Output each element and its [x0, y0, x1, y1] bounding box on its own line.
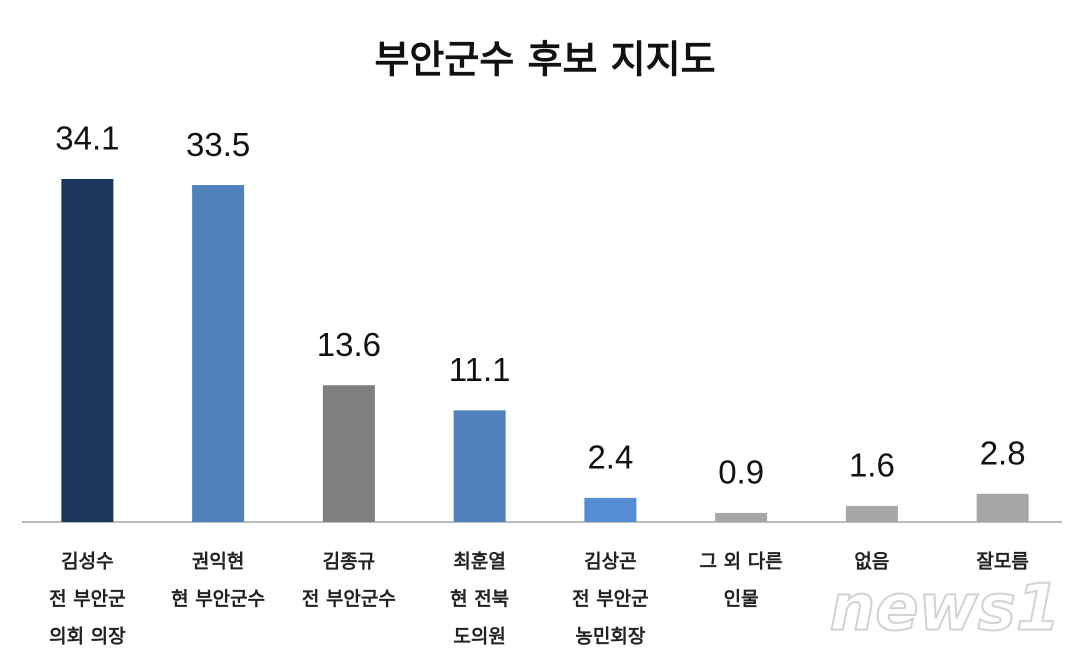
bar — [453, 410, 506, 522]
x-tick-label: 전 부안군 — [49, 588, 126, 610]
value-label: 1.6 — [849, 447, 895, 484]
value-label: 2.4 — [587, 439, 633, 476]
x-tick-label: 김상곤 — [584, 551, 636, 573]
x-tick-label: 현 전북 — [450, 588, 509, 610]
value-label: 11.1 — [449, 351, 511, 388]
x-tick-label: 없음 — [854, 551, 889, 573]
x-tick-label: 김성수 — [61, 551, 113, 573]
chart-title: 부안군수 후보 지지도 — [374, 38, 715, 82]
x-tick-label: 권익현 — [192, 551, 244, 573]
watermark: news1 — [830, 572, 1061, 646]
bar — [61, 179, 114, 522]
x-tick-label: 그 외 다른 — [700, 551, 783, 573]
value-label: 33.5 — [186, 126, 250, 163]
x-tick-label: 잘모름 — [976, 551, 1028, 573]
bar — [715, 512, 768, 522]
value-label: 0.9 — [718, 454, 764, 491]
x-tick-label: 농민회장 — [575, 626, 645, 648]
bar — [845, 505, 898, 522]
value-label: 13.6 — [317, 326, 381, 363]
x-tick-label: 전 부안군수 — [302, 588, 396, 610]
bar — [322, 385, 375, 522]
x-tick-label: 김종규 — [323, 551, 375, 573]
x-tick-label: 인물 — [724, 588, 759, 610]
x-tick-label: 전 부안군 — [572, 588, 649, 610]
bar — [976, 493, 1029, 522]
value-label: 2.8 — [980, 435, 1026, 472]
bar — [584, 497, 637, 522]
x-tick-label: 최훈열 — [453, 550, 505, 573]
bar — [192, 185, 245, 522]
x-tick-label: 도의원 — [453, 626, 505, 648]
value-label: 34.1 — [55, 120, 119, 157]
x-tick-label: 현 부안군수 — [171, 588, 265, 610]
x-tick-label: 의회 의장 — [49, 626, 126, 648]
